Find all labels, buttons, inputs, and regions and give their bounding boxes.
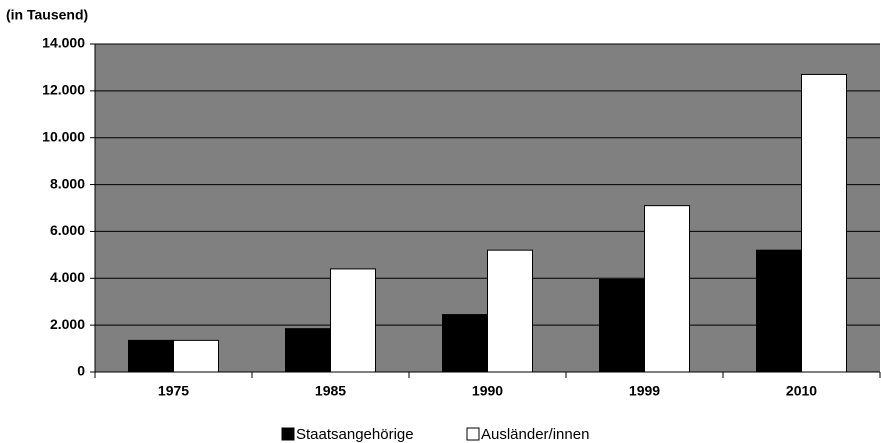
bar	[756, 249, 802, 373]
bar	[330, 268, 376, 373]
y-tick-label: 12.000	[42, 82, 85, 98]
y-tick-label: 2.000	[50, 316, 85, 332]
y-tick-label: 14.000	[42, 35, 85, 51]
bar	[173, 339, 219, 373]
legend-label: Ausländer/innen	[481, 426, 589, 443]
bar	[285, 328, 331, 373]
bar	[644, 205, 690, 373]
bar	[128, 339, 174, 373]
legend-swatch	[466, 427, 480, 441]
bar	[599, 278, 645, 373]
x-tick-label: 1985	[315, 383, 346, 399]
y-tick-label: 4.000	[50, 269, 85, 285]
y-tick-label: 8.000	[50, 175, 85, 191]
y-tick-label: 6.000	[50, 222, 85, 238]
y-tick-label: 10.000	[42, 128, 85, 144]
x-tick-label: 2010	[786, 383, 817, 399]
bar	[442, 314, 488, 373]
y-axis-label: (in Tausend)	[6, 7, 88, 23]
legend-swatch	[281, 427, 295, 441]
bar	[801, 73, 847, 373]
x-tick-label: 1975	[158, 383, 189, 399]
y-tick-label: 0	[77, 363, 85, 379]
bar	[487, 249, 533, 373]
legend-label: Staatsangehörige	[296, 426, 414, 443]
x-tick-label: 1990	[472, 383, 503, 399]
x-tick-label: 1999	[629, 383, 660, 399]
